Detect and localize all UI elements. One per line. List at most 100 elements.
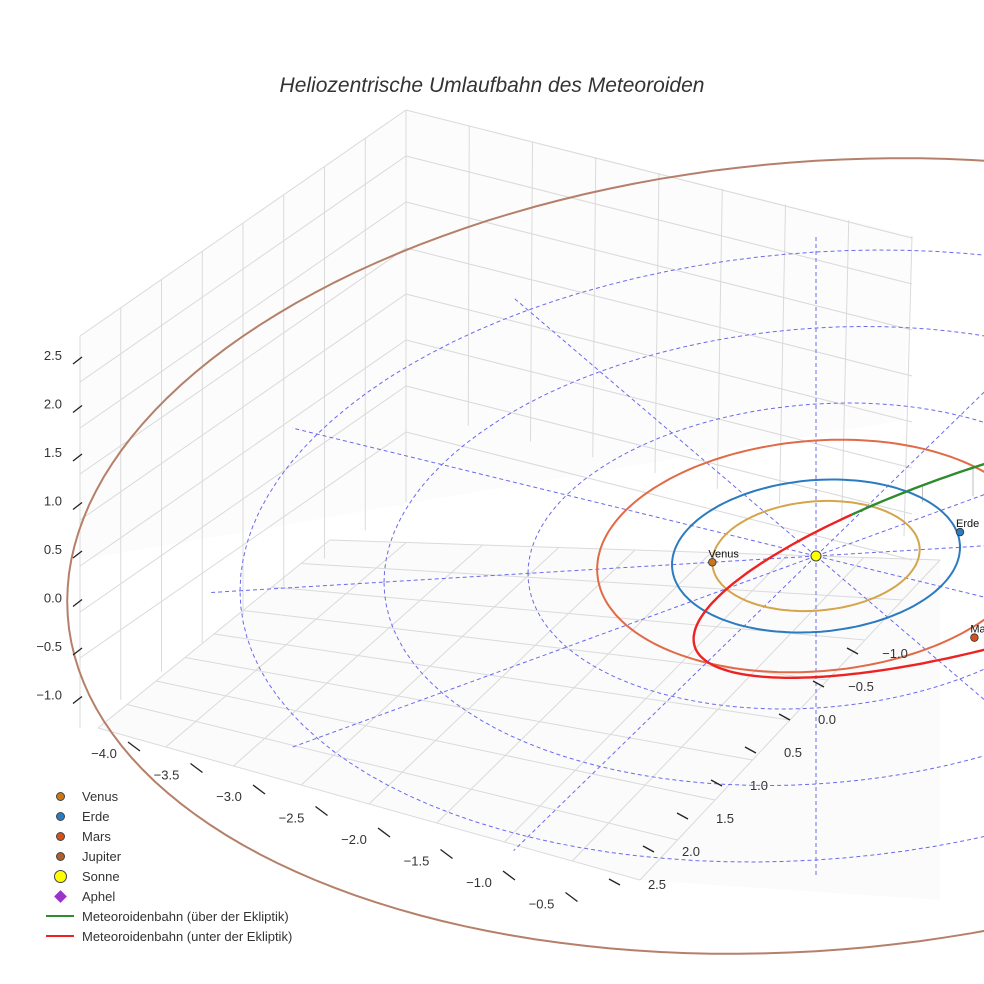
- grid-line-wall: [716, 188, 723, 489]
- ecliptic-spoke: [815, 494, 984, 557]
- planet-label-erde: Erde: [956, 518, 979, 530]
- grid-line-wall: [79, 293, 407, 521]
- grid-line-wall: [903, 235, 913, 537]
- x-tick-label: −2.0: [341, 832, 367, 847]
- ecliptic-spoke: [292, 427, 817, 557]
- orbit-erde: [671, 478, 962, 634]
- legend-label: Erde: [82, 808, 110, 824]
- legend-item: Jupiter: [38, 846, 292, 866]
- legend-item: Erde: [38, 806, 292, 826]
- orbit-venus: [711, 499, 921, 613]
- legend-label: Mars: [82, 828, 111, 844]
- z-tick-label: −0.5: [36, 639, 62, 654]
- legend-label: Sonne: [82, 868, 120, 884]
- x-tick: [502, 870, 516, 881]
- grid-line-wall: [405, 109, 913, 239]
- grid-line-wall: [592, 157, 597, 458]
- legend-item: Mars: [38, 826, 292, 846]
- grid-line-wall: [79, 155, 407, 383]
- legend-item: Sonne: [38, 866, 292, 886]
- x-tick-label: −3.5: [154, 768, 180, 783]
- z-tick-label: 0.5: [44, 542, 62, 557]
- legend-symbol-icon: [38, 806, 82, 826]
- z-tick: [72, 598, 83, 608]
- grid-line-wall: [405, 155, 913, 285]
- y-tick-label: 2.0: [682, 844, 700, 859]
- chart-title: Heliozentrische Umlaufbahn des Meteoroid…: [279, 74, 705, 97]
- y-tick: [608, 878, 621, 886]
- back-pane: [80, 110, 912, 560]
- planet-marker-erde: [955, 527, 965, 537]
- y-tick-label: 1.5: [716, 811, 734, 826]
- x-tick: [127, 741, 141, 752]
- orbit-segment-below: [692, 639, 984, 679]
- legend-label: Jupiter: [82, 848, 122, 864]
- legend-item: Meteoroidenbahn (über der Ekliptik): [38, 906, 292, 926]
- z-tick: [72, 356, 83, 365]
- y-tick-label: 1.0: [750, 778, 768, 793]
- ecliptic-spoke: [815, 545, 984, 557]
- grid-line-wall: [654, 172, 660, 474]
- z-tick: [72, 501, 83, 511]
- sun-marker: [810, 550, 822, 562]
- ecliptic-spoke: [815, 555, 984, 701]
- grid-line-wall: [405, 201, 913, 331]
- floor-pane: [98, 540, 940, 900]
- grid-line-wall: [79, 339, 407, 567]
- legend-symbol-icon: [38, 886, 82, 906]
- legend: Venus Erde Mars Jupiter Sonne Aphel Meteoroide…: [38, 786, 292, 946]
- y-tick-label: −1.0: [882, 646, 908, 661]
- legend-label: Meteoroidenbahn (über der Ekliptik): [82, 908, 289, 924]
- legend-item: Aphel: [38, 886, 292, 906]
- z-tick-label: 2.0: [44, 397, 62, 412]
- grid-line-wall: [79, 201, 407, 429]
- legend-label: Aphel: [82, 888, 116, 904]
- grid-line-wall: [79, 247, 407, 475]
- grid-line-floor: [329, 539, 941, 561]
- x-tick-label: −2.5: [279, 811, 305, 826]
- meteoroid-orbit: [692, 462, 984, 679]
- planet-label-mars: Mars: [970, 624, 984, 636]
- grid-line-wall: [467, 125, 470, 426]
- z-tick: [72, 695, 83, 705]
- axis-ticks: −4.0 −3.5 −3.0 −2.5 −2.0 −1.5 −1.0 −0.5 −1.0 −0.5…: [36, 348, 908, 912]
- ecliptic-spoke: [513, 555, 817, 852]
- x-tick: [252, 784, 266, 795]
- body-markers: Venus Erde Mars: [708, 518, 984, 642]
- x-tick-label: −1.5: [404, 854, 430, 869]
- z-tick-label: 1.5: [44, 445, 62, 460]
- y-tick-label: 2.5: [648, 877, 666, 892]
- x-tick: [565, 891, 578, 903]
- legend-item: Meteoroidenbahn (unter der Ekliptik): [38, 926, 292, 946]
- grid-line-wall: [405, 247, 913, 377]
- z-tick-label: 2.5: [44, 348, 62, 363]
- legend-label: Meteoroidenbahn (unter der Ekliptik): [82, 928, 293, 944]
- grid-line-wall: [79, 385, 407, 613]
- z-tick-label: −1.0: [36, 688, 62, 703]
- grid-line-wall: [79, 109, 407, 337]
- grid-line-wall: [405, 431, 913, 561]
- z-tick: [72, 404, 83, 414]
- grid-line-floor: [213, 633, 791, 721]
- planet-marker-venus: [708, 558, 717, 567]
- x-tick: [377, 827, 391, 838]
- y-tick: [778, 713, 791, 721]
- grid-line-wall: [405, 293, 913, 423]
- x-tick: [315, 805, 328, 817]
- orbit-segment-below: [692, 513, 853, 640]
- z-tick: [72, 550, 83, 559]
- grid-line-wall: [530, 141, 533, 442]
- x-tick-label: −4.0: [91, 746, 117, 761]
- y-tick-label: 0.5: [784, 745, 802, 760]
- orbit-jupiter: [66, 157, 984, 955]
- legend-item: Venus: [38, 786, 292, 806]
- x-tick-label: −0.5: [529, 897, 555, 912]
- x-tick-label: −1.0: [466, 875, 492, 890]
- grid-line-floor: [504, 554, 788, 843]
- z-tick-label: 1.0: [44, 494, 62, 509]
- grid-line-floor: [436, 552, 712, 824]
- y-tick: [710, 779, 723, 787]
- legend-symbol-icon: [38, 826, 82, 846]
- grid-line-floor: [300, 563, 903, 601]
